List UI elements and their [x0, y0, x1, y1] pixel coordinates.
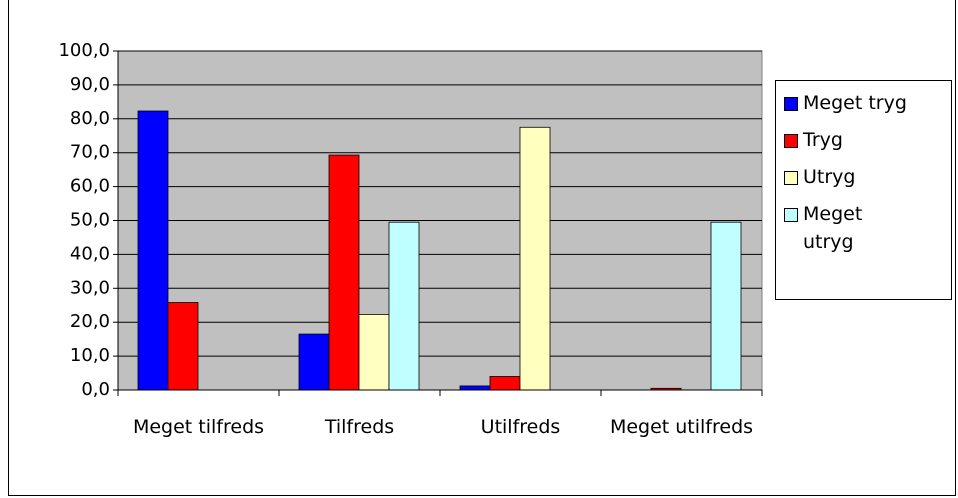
x-tick-label: Utilfreds [480, 416, 561, 438]
bar [137, 110, 169, 391]
bar [519, 126, 551, 391]
bar [710, 221, 742, 391]
legend: Meget tryg Tryg Utryg Meget utryg [775, 80, 952, 300]
chart-frame [8, 0, 956, 496]
y-tick-label: 100,0 [58, 40, 110, 61]
legend-label: Meget tryg [803, 92, 907, 114]
legend-swatch [784, 171, 798, 185]
x-tick-label: Tilfreds [324, 416, 395, 438]
y-tick-label: 40,0 [70, 243, 110, 264]
bar [358, 314, 390, 391]
x-tick-label: Meget utilfreds [609, 416, 754, 438]
bar [328, 154, 360, 391]
bar [459, 385, 491, 391]
y-tick-label: 60,0 [70, 176, 110, 197]
x-tick-label: Meget tilfreds [132, 416, 265, 438]
bar [489, 376, 521, 391]
legend-label: Meget utryg [803, 203, 863, 253]
legend-swatch [784, 97, 798, 111]
y-tick-label: 70,0 [70, 142, 110, 163]
legend-item: Tryg [784, 126, 951, 154]
legend-swatch [784, 134, 798, 148]
y-tick-label: 30,0 [70, 277, 110, 298]
legend-label: Utryg [803, 166, 856, 188]
legend-swatch [784, 208, 798, 222]
y-tick-label: 20,0 [70, 311, 110, 332]
y-tick-label: 90,0 [70, 74, 110, 95]
y-tick-label: 10,0 [70, 345, 110, 366]
y-tick-label: 80,0 [70, 108, 110, 129]
bar [298, 333, 330, 391]
y-tick-label: 0,0 [81, 379, 110, 400]
legend-label: Tryg [803, 129, 843, 151]
legend-item: Meget tryg [784, 89, 951, 117]
y-tick-label: 50,0 [70, 210, 110, 231]
legend-item: Utryg [784, 163, 951, 191]
legend-item: Meget utryg [784, 200, 951, 256]
bar [388, 221, 420, 391]
bar [167, 302, 199, 391]
